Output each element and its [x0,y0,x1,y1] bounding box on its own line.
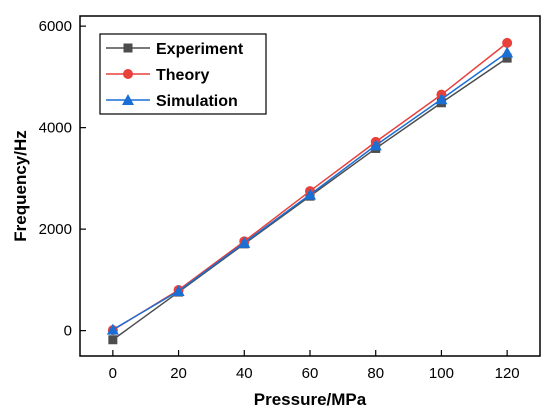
y-axis-label: Frequency/Hz [11,130,30,241]
x-axis-label: Pressure/MPa [254,390,367,409]
simulation-point [106,323,119,335]
legend-theory-marker [123,69,133,79]
simulation-point [501,46,514,58]
simulation-point [369,139,382,151]
simulation-point [304,188,316,200]
experiment-point [108,335,118,345]
y-tick-label: 4000 [39,120,72,137]
x-tick-label: 20 [170,365,187,382]
x-tick-label: 40 [236,365,253,382]
x-tick-label: 0 [109,365,117,382]
series-simulation [106,46,514,335]
y-tick-label: 2000 [39,221,72,238]
simulation-point [435,93,448,105]
x-tick-label: 80 [367,365,384,382]
y-tick-label: 6000 [39,18,72,35]
legend-simulation-marker [122,94,134,105]
y-tick-label: 0 [64,323,72,340]
legend: Experiment Theory Simulation [99,33,267,115]
x-tick-label: 100 [429,365,454,382]
legend-simulation-label: Simulation [156,93,238,110]
simulation-point [172,285,185,297]
data-series [106,37,514,345]
x-tick-label: 120 [495,365,520,382]
theory-point [502,37,513,48]
simulation-point [238,236,251,248]
legend-experiment-label: Experiment [156,41,244,58]
x-tick-label: 60 [302,365,319,382]
experiment-point [502,53,512,63]
axis-ticks: 0 20 40 60 80 100 120 0 2000 4000 6000 [39,18,520,382]
legend-experiment-marker [123,43,133,53]
legend-theory-label: Theory [156,67,209,84]
